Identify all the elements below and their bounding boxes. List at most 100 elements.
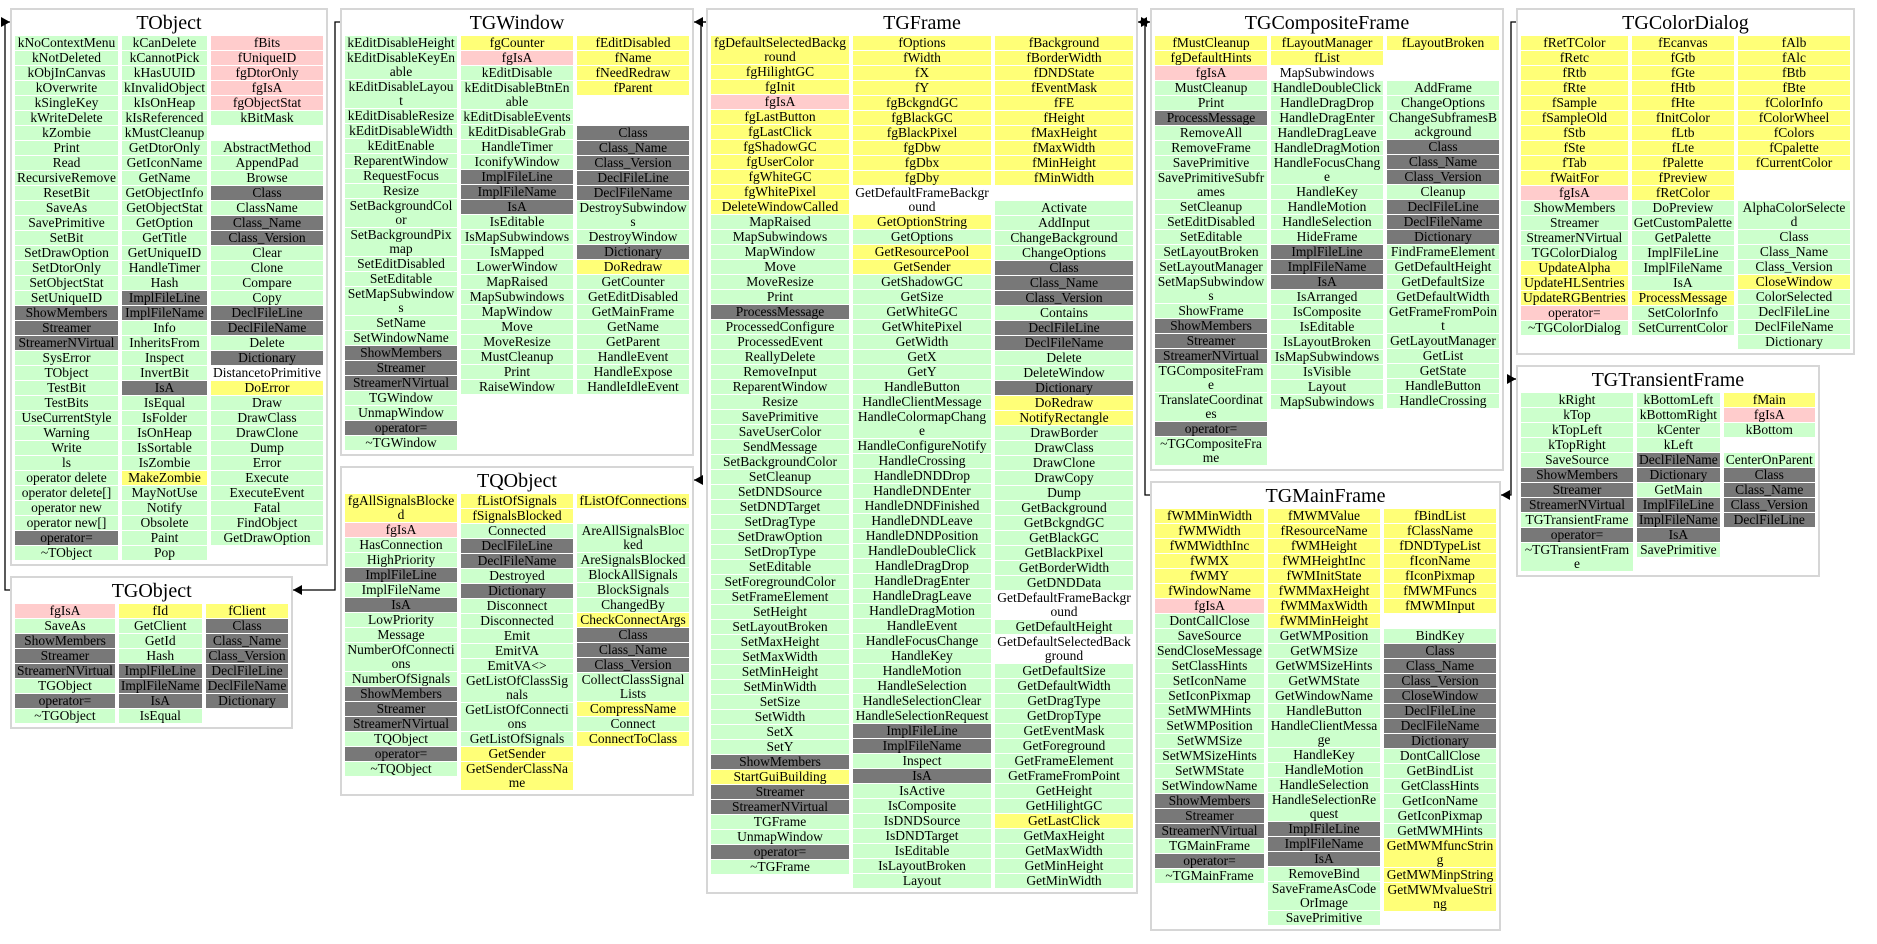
member-cell[interactable]: UnmapWindow — [345, 406, 457, 420]
member-cell[interactable]: Class — [1723, 468, 1815, 482]
member-cell[interactable]: fFE — [995, 96, 1133, 110]
member-cell[interactable]: HandleDNDLeave — [853, 514, 991, 528]
member-cell[interactable]: GetDefaultSelectedBackground — [997, 634, 1131, 663]
member-cell[interactable]: fWMWidthInc — [1155, 539, 1264, 553]
member-cell[interactable]: GetX — [853, 350, 991, 364]
member-cell[interactable]: fColorInfo — [1737, 96, 1850, 110]
member-cell[interactable]: DeclFileName — [995, 336, 1133, 350]
member-cell[interactable]: fgBlackGC — [853, 111, 991, 125]
member-cell[interactable]: DeleteWindow — [995, 366, 1133, 380]
member-cell[interactable]: CollectClassSignalLists — [577, 673, 689, 701]
member-cell[interactable]: fEditDisabled — [577, 36, 689, 50]
member-cell[interactable]: ShowMembers — [1521, 468, 1633, 482]
member-cell[interactable]: kEditDisableHeight — [345, 36, 457, 50]
member-cell[interactable]: Execute — [210, 471, 323, 485]
member-cell[interactable]: SetCleanup — [711, 470, 849, 484]
member-cell[interactable]: Dictionary — [205, 694, 289, 708]
member-cell[interactable]: ShowMembers — [1155, 319, 1267, 333]
member-cell[interactable]: HandleButton — [853, 380, 991, 394]
member-cell[interactable]: fgIsA — [1723, 408, 1815, 422]
member-cell[interactable]: GetShadowGC — [853, 275, 991, 289]
member-cell[interactable]: SetForegroundColor — [711, 575, 849, 589]
member-cell[interactable]: fMain — [1723, 393, 1815, 407]
member-cell[interactable]: IconifyWindow — [461, 155, 573, 169]
member-cell[interactable]: HandleDragDrop — [1271, 96, 1383, 110]
member-cell[interactable]: IsA — [1268, 852, 1380, 866]
member-cell[interactable]: Destroyed — [461, 569, 573, 583]
member-cell[interactable]: SetWMPosition — [1155, 719, 1264, 733]
member-cell[interactable]: IsA — [1631, 276, 1734, 290]
member-cell[interactable]: fgDefaultHints — [1155, 51, 1267, 65]
member-cell[interactable]: kOverwrite — [15, 81, 118, 95]
member-cell[interactable]: Hash — [118, 649, 202, 663]
member-cell[interactable]: kBottomLeft — [1637, 393, 1720, 407]
member-cell[interactable]: fName — [577, 51, 689, 65]
member-cell[interactable]: ImplFileName — [1271, 260, 1383, 274]
member-cell[interactable]: GetDefaultWidth — [995, 679, 1133, 693]
member-cell[interactable]: IsDNDSource — [853, 814, 991, 828]
member-cell[interactable]: Print — [15, 141, 118, 155]
member-cell[interactable]: Browse — [210, 171, 323, 185]
member-cell[interactable]: kTopLeft — [1521, 423, 1633, 437]
member-cell[interactable]: ReparentWindow — [345, 154, 457, 168]
member-cell[interactable]: TQObject — [345, 732, 457, 746]
member-cell[interactable]: SetDtorOnly — [15, 261, 118, 275]
member-cell[interactable]: SetObjectStat — [15, 276, 118, 290]
member-cell[interactable]: kRight — [1521, 393, 1633, 407]
member-cell[interactable]: fRetColor — [1631, 186, 1734, 200]
member-cell[interactable]: HandleClientMessage — [1268, 719, 1380, 747]
member-cell[interactable]: IsActive — [853, 784, 991, 798]
member-cell[interactable]: HandleTimer — [461, 140, 573, 154]
member-cell[interactable]: fMustCleanup — [1155, 36, 1267, 50]
member-cell[interactable]: HandleDragDrop — [853, 559, 991, 573]
member-cell[interactable]: fDNDState — [995, 66, 1133, 80]
member-cell[interactable]: operator new — [15, 501, 118, 515]
member-cell[interactable]: Class_Version — [577, 156, 689, 170]
member-cell[interactable]: HandleKey — [1271, 185, 1383, 199]
member-cell[interactable]: GetBlackPixel — [995, 546, 1133, 560]
member-cell[interactable]: HandleFocusChange — [1271, 156, 1383, 184]
member-cell[interactable]: GetFrameFromPoint — [1387, 304, 1499, 333]
member-cell[interactable]: SetDragType — [711, 515, 849, 529]
member-cell[interactable]: HandleDoubleClick — [853, 544, 991, 558]
member-cell[interactable]: BlockSignals — [577, 583, 689, 597]
member-cell[interactable]: GetState — [1387, 364, 1499, 378]
member-cell[interactable]: DeclFileName — [1737, 320, 1850, 334]
member-cell[interactable]: Dictionary — [210, 351, 323, 365]
member-cell[interactable]: Activate — [995, 201, 1133, 215]
member-cell[interactable]: Class — [205, 619, 289, 633]
member-cell[interactable]: IsEqual — [118, 709, 202, 723]
member-cell[interactable]: fWaitFor — [1521, 171, 1628, 185]
member-cell[interactable]: Print — [711, 290, 849, 304]
member-cell[interactable]: GetId — [118, 634, 202, 648]
member-cell[interactable]: GetWMSizeHints — [1268, 659, 1380, 673]
member-cell[interactable]: GetMWMfuncString — [1384, 839, 1496, 867]
member-cell[interactable]: HandleButton — [1268, 704, 1380, 718]
member-cell[interactable]: GetTitle — [121, 231, 207, 245]
member-cell[interactable]: HandleMotion — [1271, 200, 1383, 214]
member-cell[interactable]: DeclFileLine — [461, 539, 573, 553]
member-cell[interactable]: UseCurrentStyle — [15, 411, 118, 425]
member-cell[interactable]: fWMMinHeight — [1268, 614, 1380, 628]
member-cell[interactable]: Class_Name — [995, 276, 1133, 290]
member-cell[interactable]: IsArranged — [1271, 290, 1383, 304]
member-cell[interactable]: UpdateHLSentries — [1521, 276, 1628, 290]
member-cell[interactable]: kEditDisableEvents — [461, 110, 573, 124]
member-cell[interactable]: ShowMembers — [15, 306, 118, 320]
member-cell[interactable]: NumberOfSignals — [345, 672, 457, 686]
member-cell[interactable]: CheckConnectArgs — [577, 613, 689, 627]
member-cell[interactable]: Dictionary — [1384, 734, 1496, 748]
member-cell[interactable]: HandleExpose — [577, 365, 689, 379]
member-cell[interactable]: HighPriority — [345, 553, 457, 567]
member-cell[interactable]: ResetBit — [15, 186, 118, 200]
member-cell[interactable]: kNotDeleted — [15, 51, 118, 65]
member-cell[interactable]: SetY — [711, 740, 849, 754]
member-cell[interactable]: InheritsFrom — [121, 336, 207, 350]
member-cell[interactable]: GetBorderWidth — [995, 561, 1133, 575]
member-cell[interactable]: Info — [121, 321, 207, 335]
member-cell[interactable]: TGMainFrame — [1155, 839, 1264, 853]
member-cell[interactable]: fgDefaultSelectedBackground — [711, 36, 849, 64]
member-cell[interactable]: Cleanup — [1387, 185, 1499, 199]
member-cell[interactable]: SetUniqueID — [15, 291, 118, 305]
member-cell[interactable]: SetDrawOption — [711, 530, 849, 544]
